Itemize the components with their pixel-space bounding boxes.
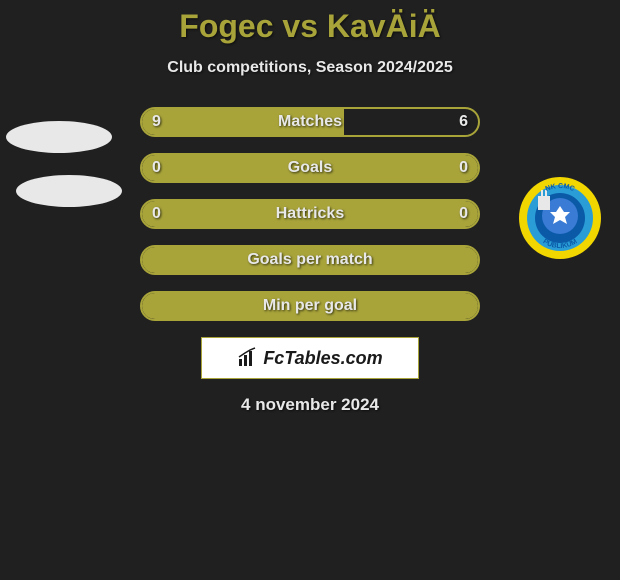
stat-bar: Min per goal: [140, 291, 480, 321]
page-title: Fogec vs KavÄiÄ: [0, 0, 620, 45]
stat-label: Hattricks: [142, 205, 478, 223]
date-text: 4 november 2024: [0, 395, 620, 415]
stat-value-right: 0: [459, 159, 468, 177]
stat-row-hattricks: 0 Hattricks 0: [0, 199, 620, 229]
brand-label: FcTables.com: [263, 348, 382, 369]
stat-bar: 0 Goals 0: [140, 153, 480, 183]
stat-row-matches: 9 Matches 6: [0, 107, 620, 137]
stat-row-mpg: Min per goal: [0, 291, 620, 321]
stat-bar: Goals per match: [140, 245, 480, 275]
stat-label: Min per goal: [142, 297, 478, 315]
stat-bar: 9 Matches 6: [140, 107, 480, 137]
brand-text: FcTables.com: [237, 347, 382, 369]
stat-label: Goals: [142, 159, 478, 177]
stats-area: 9 Matches 6 0 Goals 0 0 Hattricks 0 Goal…: [0, 107, 620, 321]
bars-icon: [237, 347, 259, 369]
stat-value-right: 0: [459, 205, 468, 223]
stat-row-goals: 0 Goals 0: [0, 153, 620, 183]
stat-label: Goals per match: [142, 251, 478, 269]
stat-value-right: 6: [459, 113, 468, 131]
stat-label: Matches: [142, 113, 478, 131]
stat-row-gpm: Goals per match: [0, 245, 620, 275]
stat-bar: 0 Hattricks 0: [140, 199, 480, 229]
brand-box[interactable]: FcTables.com: [201, 337, 419, 379]
subtitle: Club competitions, Season 2024/2025: [0, 59, 620, 77]
